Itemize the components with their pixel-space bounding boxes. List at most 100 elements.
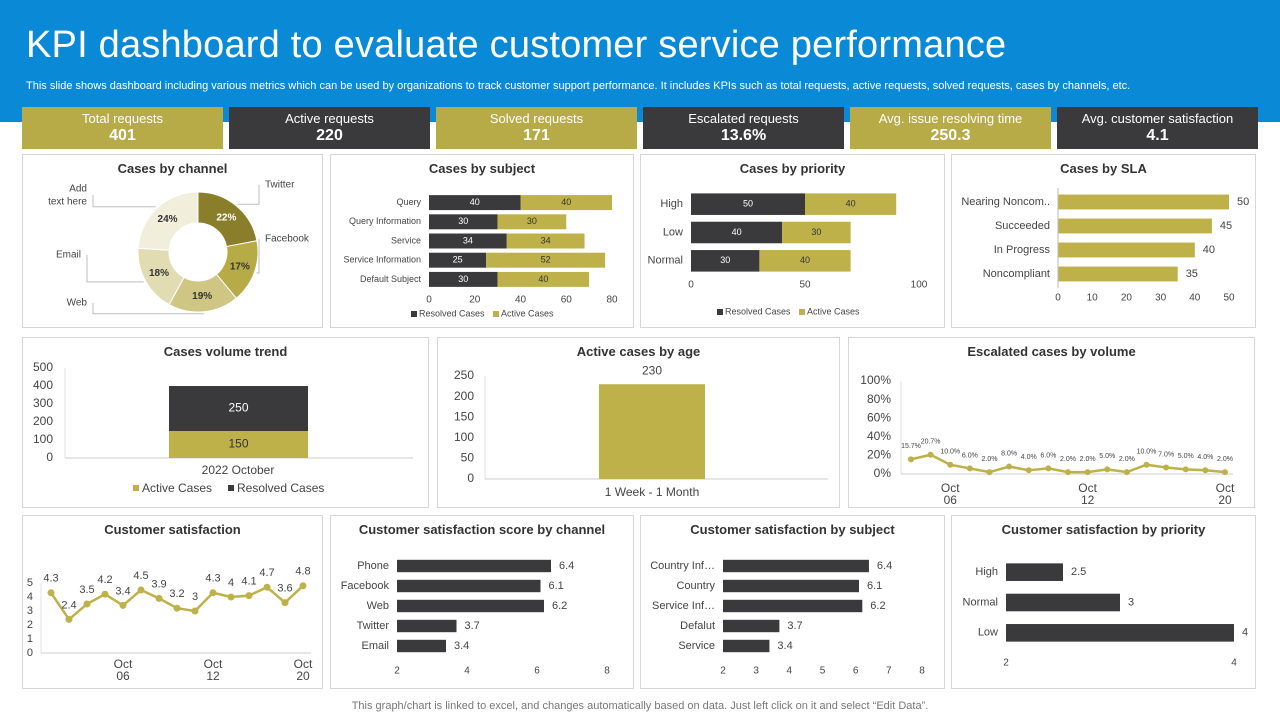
cases-by-priority-chart: High 50 40 Low 40 30 Normal 30 40 0 50 100 Resolved … [648,193,928,316]
bar-segment [520,195,612,211]
chart-title: Customer satisfaction score by channel [358,522,606,537]
panel-cases-by-priority[interactable]: Cases by priority High 50 40 Low 40 30 Normal 3… [640,154,945,328]
data-point [927,451,934,458]
data-point [137,586,145,594]
panel-cases-by-channel[interactable]: Cases by channel 22% 17% 19% 18% 24% Twitter F… [22,154,323,328]
x-tick-label: 10 [1087,293,1099,304]
x-tick-label: 20 [1218,493,1232,507]
bar-value-label: 35 [1186,268,1198,280]
bar-segment [759,250,851,272]
data-point [908,456,914,463]
bar-value-label: 3.4 [777,640,792,652]
panel-escalated-cases[interactable]: Escalated cases by volume 0% 20% 40% 60% 80%… [848,337,1255,508]
category-label: High [975,566,998,578]
chart-title: Customer satisfaction by subject [690,522,895,537]
data-point [1143,461,1150,468]
data-point [1104,466,1111,473]
kpi-label: Solved requests [489,111,584,126]
x-tick-label: 0 [1055,293,1061,304]
category-label: Country Inf… [650,560,715,572]
legend-label: Active Cases [807,306,860,316]
category-label: Twitter [265,180,295,191]
kpi-value: 250.3 [930,127,971,144]
kpi-solved-requests: Solved requests 171 [436,107,637,149]
leader-line [237,185,260,205]
panel-cases-volume-trend[interactable]: Cases volume trend 0 100 200 300 400 500 150 25… [22,337,429,508]
point-label: 4.0% [1021,454,1037,461]
y-tick-label: 150 [454,409,474,423]
point-label: 10.0% [1137,449,1157,456]
active-cases-by-age-chart: 0 50 100 150 200 250 230 1 Week - 1 Month [454,363,828,499]
category-label: In Progress [994,244,1051,256]
chart-title: Customer satisfaction [104,522,241,537]
panel-cases-by-sla[interactable]: Cases by SLA Nearing Noncom.. 50 Succeeded… [951,154,1256,328]
data-point [966,465,973,472]
bar-value-label: 40 [732,227,742,237]
category-label: Phone [357,560,389,572]
bar-segment [805,193,897,215]
y-tick-label: 3 [27,605,33,617]
bar-value-label: 2.5 [1071,566,1086,578]
x-tick-label: Oct [204,657,223,671]
bar [1006,593,1120,612]
kpi-label: Escalated requests [688,111,799,126]
bar [397,639,446,653]
y-tick-label: 40% [867,429,891,443]
pie-slice [137,191,199,251]
point-label: 2.0% [1119,456,1135,463]
panel-cases-by-subject[interactable]: Cases by subject Query 40 40 Query Informat… [330,154,634,328]
point-label: 2.0% [1217,456,1233,463]
x-tick-label: 4 [464,666,470,677]
x-tick-label: 5 [820,666,826,677]
bar-value-label: 25 [453,255,463,265]
bar-value-label: 40 [470,197,480,207]
category-label: Low [978,627,998,639]
leader-line [92,303,204,315]
legend-swatch [228,485,234,491]
data-point [155,594,163,602]
panel-customer-satisfaction[interactable]: Customer satisfaction 0 1 2 3 4 5 4.3 2.4 3.5 4.2… [22,515,323,689]
kpi-escalated-requests: Escalated requests 13.6% [643,107,844,149]
y-tick-label: 200 [33,414,53,428]
x-tick-label: Oct [294,657,313,671]
x-tick-label: 8 [604,666,610,677]
point-label: 3.6 [277,583,292,595]
bar-value-label: 6.4 [559,560,574,572]
x-tick-label: 4 [1231,658,1237,669]
data-point [1025,467,1032,474]
point-label: 20.7% [921,439,941,446]
bar-segment [486,252,606,268]
panel-score-by-subject[interactable]: Customer satisfaction by subject Country… [640,515,945,689]
point-label: 3.4 [115,585,130,597]
point-label: 4.5 [133,570,148,582]
x-tick-label: 6 [534,666,540,677]
category-label: Service Information [343,255,421,265]
slice-label: 22% [216,212,236,223]
cases-by-channel-chart: 22% 17% 19% 18% 24% Twitter Facebook Web Email Ad… [48,180,310,315]
point-label: 5.0% [1099,453,1115,460]
y-tick-label: 20% [867,448,891,462]
x-tick-label: 50 [1223,293,1235,304]
bar-value-label: 6.1 [549,580,564,592]
point-label: 6.0% [1040,452,1056,459]
point-label: 3.2 [169,588,184,600]
slice-label: 24% [158,214,178,225]
panel-score-by-priority[interactable]: Customer satisfaction by priority High 2.… [951,515,1256,689]
kpi-value: 4.1 [1146,127,1169,144]
point-label: 6.0% [962,452,978,459]
panel-active-cases-by-age[interactable]: Active cases by age 0 50 100 150 200 250 230 1 … [437,337,840,508]
x-tick-label: 60 [561,295,573,306]
x-tick-label: Oct [1216,481,1235,495]
kpi-label: Avg. issue resolving time [878,111,1023,126]
legend-label: Resolved Cases [237,481,324,495]
data-point [245,592,253,600]
y-tick-label: 100 [33,432,53,446]
point-label: 8.0% [1001,450,1017,457]
data-point [1123,469,1130,476]
bar-segment [169,431,308,458]
bar-value-label: 3 [1128,596,1134,608]
category-label: Twitter [357,620,390,632]
score-by-priority-chart: High 2.5 Normal 3 Low 4 2 4 [963,563,1248,669]
panel-score-by-channel[interactable]: Customer satisfaction score by channel P… [330,515,634,689]
